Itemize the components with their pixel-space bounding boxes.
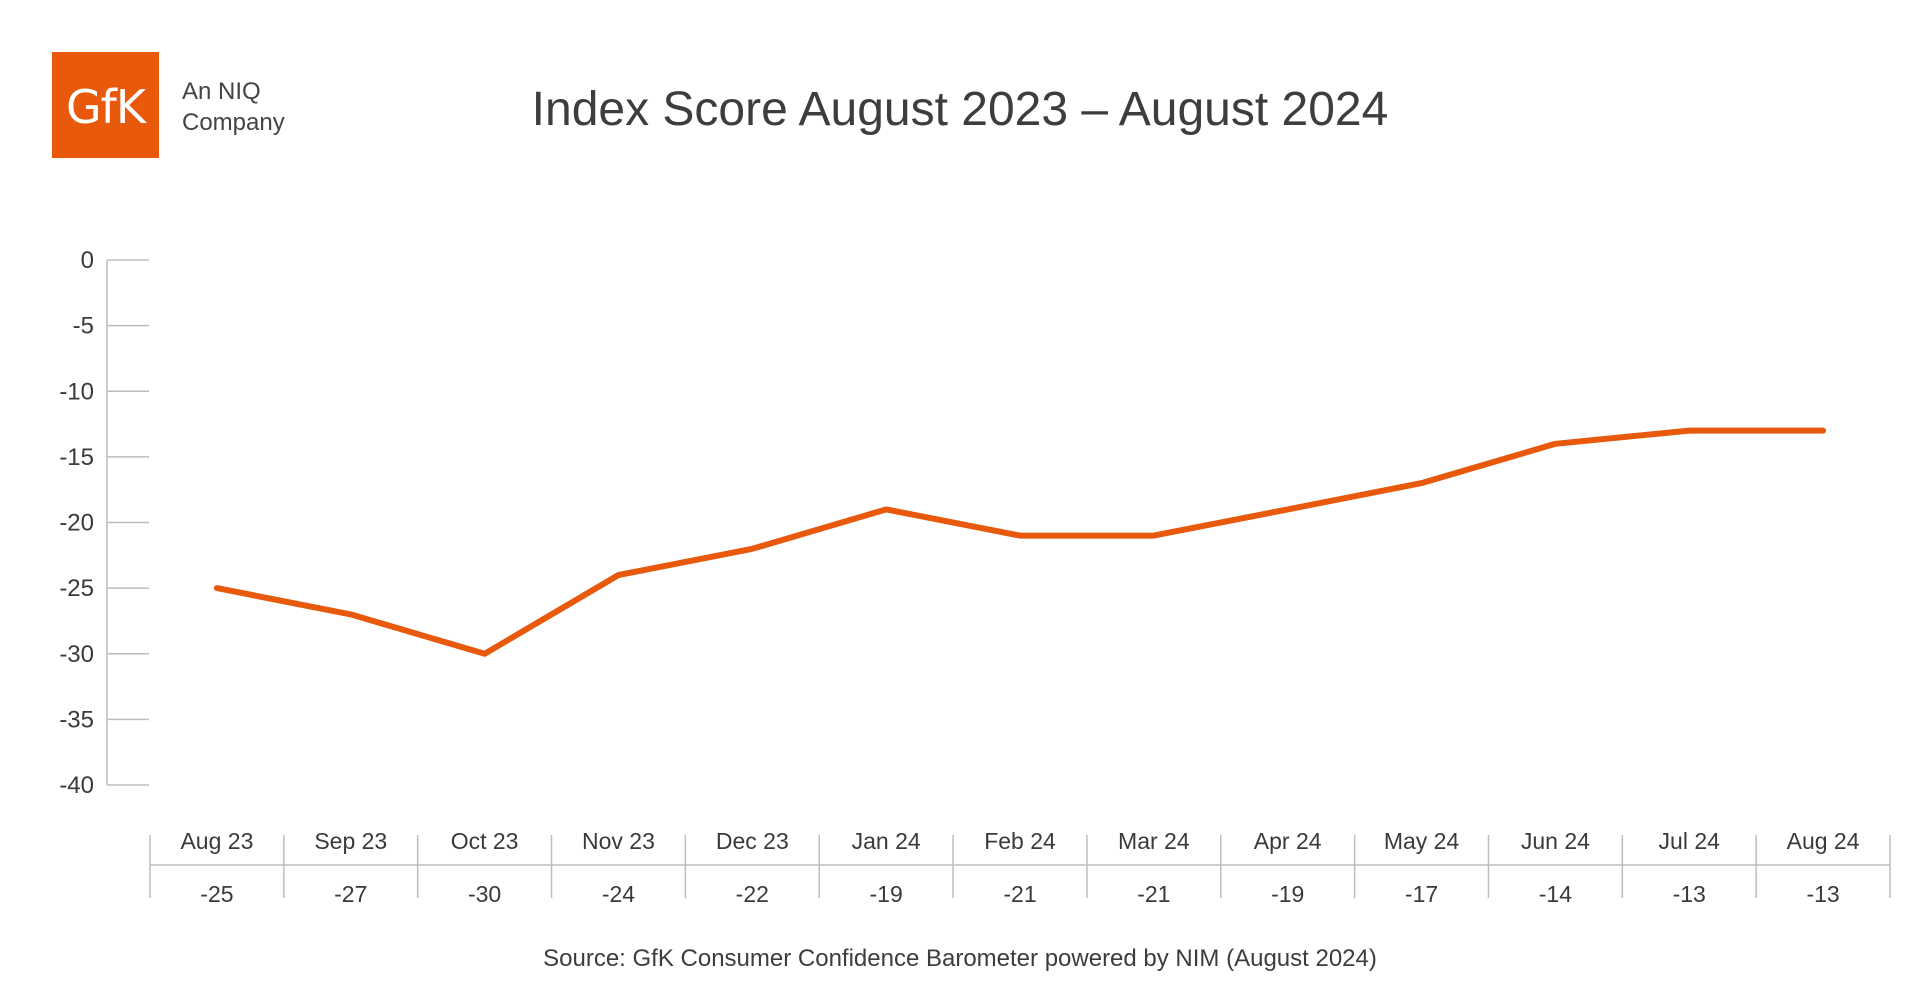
y-tick-label: -25 (59, 575, 94, 602)
data-label: -19 (1271, 881, 1304, 907)
y-tick-label: -30 (59, 641, 94, 668)
data-label: -17 (1405, 881, 1438, 907)
x-tick-label: Oct 23 (451, 828, 519, 854)
x-tick-label: Jul 24 (1659, 828, 1721, 854)
series-line (213, 427, 1827, 657)
x-tick-label: May 24 (1384, 828, 1460, 854)
x-tick-label: Dec 23 (716, 828, 789, 854)
x-tick-label: Aug 24 (1787, 828, 1860, 854)
data-label: -27 (334, 881, 367, 907)
x-tick-label: Jun 24 (1521, 828, 1590, 854)
data-label: -21 (1137, 881, 1170, 907)
data-label: -30 (468, 881, 501, 907)
y-tick-label: -20 (59, 510, 94, 537)
y-tick-label: -5 (73, 313, 94, 340)
x-tick-label: Sep 23 (314, 828, 387, 854)
x-tick-label: Feb 24 (984, 828, 1056, 854)
data-label: -19 (870, 881, 903, 907)
y-tick-label: -10 (59, 378, 94, 405)
x-tick-label: Nov 23 (582, 828, 655, 854)
x-tick-label: Apr 24 (1254, 828, 1322, 854)
data-label: -22 (736, 881, 769, 907)
data-label: -24 (602, 881, 635, 907)
y-tick-label: 0 (81, 247, 94, 274)
data-label: -13 (1806, 881, 1839, 907)
data-label: -14 (1539, 881, 1572, 907)
x-tick-label: Jan 24 (852, 828, 921, 854)
data-label: -25 (200, 881, 233, 907)
y-tick-label: -40 (59, 772, 94, 799)
y-tick-label: -15 (59, 444, 94, 471)
logo-tagline: An NIQ Company (182, 76, 285, 138)
gfk-logo-text: GfK (65, 80, 146, 134)
y-tick-label: -35 (59, 706, 94, 733)
x-tick-label: Mar 24 (1118, 828, 1190, 854)
x-tick-label: Aug 23 (180, 828, 253, 854)
data-label: -13 (1673, 881, 1706, 907)
logo-tagline-line2: Company (182, 109, 285, 136)
gfk-logo: GfK (52, 52, 159, 158)
source-note: Source: GfK Consumer Confidence Baromete… (543, 945, 1377, 972)
logo-tagline-line1: An NIQ (182, 78, 261, 105)
chart-title: Index Score August 2023 – August 2024 (531, 83, 1389, 136)
data-label: -21 (1003, 881, 1036, 907)
